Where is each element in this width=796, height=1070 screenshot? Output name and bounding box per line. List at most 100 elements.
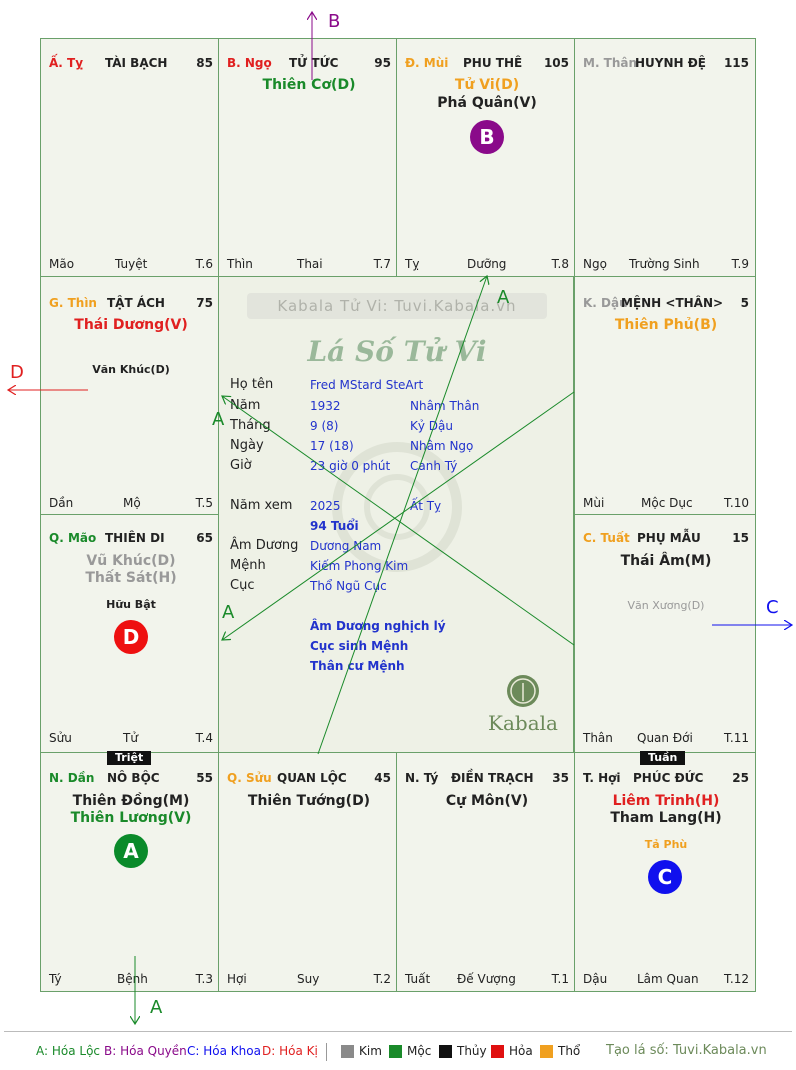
legend-hoa-ki: D: Hóa Kị [262,1044,318,1058]
main-star-1: Tử Vi(D) [454,77,520,93]
bottom-left: Ngọ [583,257,607,271]
hoa-swatch [491,1045,504,1058]
legend-tho-label: Thổ [558,1044,581,1058]
palace-name: TÀI BẠCH [105,56,168,70]
main-star-2: Phá Quân(V) [437,95,537,111]
bottom-center: Bệnh [117,972,148,986]
bottom-left: Thân [583,731,613,745]
thuy-swatch [439,1045,452,1058]
kabala-logo-icon [507,675,539,707]
legend-kim: Kim [341,1040,382,1062]
bottom-right: T.7 [373,257,391,271]
palace-number: 25 [732,771,749,785]
cell-thin: G. Thìn TẬT ÁCH 75 Thái Dương(V) Văn Khú… [40,276,220,516]
label-menh: Mệnh [230,558,266,573]
palace-number: 55 [196,771,213,785]
cell-suu: Q. Sửu QUAN LỘC 45 Thiên Tướng(D) Hợi Su… [218,752,398,992]
palace-number: 85 [196,56,213,70]
legend-divider [4,1031,792,1032]
palace-number: 75 [196,296,213,310]
palace-name: NÔ BỘC [107,771,160,785]
label-cuc: Cục [230,578,255,593]
bottom-center: Trường Sinh [629,257,700,271]
palace-name: PHU THÊ [463,56,523,70]
palace-name: THIÊN DI [105,531,165,545]
label-name: Họ tên [230,377,274,392]
bottom-right: T.3 [195,972,213,986]
branch-label: C. Tuất [583,531,630,545]
bottom-left: Dậu [583,972,608,986]
minor-star: Văn Xương(D) [627,599,705,612]
arrow-C-label: C [766,597,779,618]
note-1: Âm Dương nghịch lý [310,619,446,633]
branch-label: M. Thân [583,56,638,70]
bottom-right: T.10 [724,496,749,510]
main-star-1: Thiên Đồng(M) [72,793,190,809]
main-star: Thiên Phủ(B) [614,317,718,333]
arrow-A-label-2: A [212,409,225,430]
main-star: Thái Dương(V) [74,317,188,333]
legend-hoa: Hỏa [491,1040,533,1062]
value-hour: 23 giờ 0 phút [310,459,391,473]
branch-label: Ấ. Tỵ [49,56,84,70]
bottom-center: Suy [297,972,320,986]
legend-moc-label: Mộc [407,1044,432,1058]
branch-label: N. Tý [405,771,439,785]
bottom-right: T.8 [551,257,569,271]
palace-name: QUAN LỘC [277,771,347,785]
bottom-center: Mộ [123,496,141,510]
palace-number: 45 [374,771,391,785]
cell-mui: Đ. Mùi PHU THÊ 105 Tử Vi(D) Phá Quân(V) … [396,38,576,278]
cell-ngo: B. Ngọ TỬ TỨC 95 Thiên Cơ(D) Thìn Thai T… [218,38,398,278]
value-view-year: 2025 [310,499,341,513]
note-2: Cục sinh Mệnh [310,639,409,653]
center-title: Lá Số Tử Vi [307,335,487,368]
bottom-left: Mùi [583,496,605,510]
value-month-can: Kỷ Dậu [410,419,453,433]
bottom-left: Thìn [227,257,253,271]
palace-number: 5 [740,296,749,310]
center-panel: Kabala Tử Vi: Tuvi.Kabala.vn Lá Số Tử Vi… [218,276,574,753]
palace-number: 65 [196,531,213,545]
main-star-2: Thiên Lương(V) [70,810,192,826]
transform-badge-D: D [114,620,148,654]
transform-badge-A: A [114,834,148,868]
label-day: Ngày [230,438,264,453]
palace-name: MỆNH <THÂN> [621,296,724,310]
minor-star: Tả Phù [644,838,688,851]
branch-label: G. Thìn [49,296,97,310]
cell-ty: Ấ. Tỵ TÀI BẠCH 85 Mão Tuyệt T.6 [40,38,220,278]
bottom-center: Thai [297,257,323,271]
legend-hoa-label: Hỏa [509,1044,533,1058]
bottom-right: T.2 [373,972,391,986]
bottom-center: Đế Vượng [457,972,516,986]
value-view-can: Ất Tỵ [410,499,442,513]
kim-swatch [341,1045,354,1058]
value-day-can: Nhâm Ngọ [410,439,474,453]
legend-thuy-label: Thủy [457,1044,487,1058]
legend-hoa-loc: A: Hóa Lộc [36,1044,101,1058]
palace-number: 95 [374,56,391,70]
bottom-left: Dần [49,496,74,510]
value-hour-can: Canh Tý [410,459,458,473]
palace-name: PHÚC ĐỨC [633,771,704,785]
bottom-right: T.9 [731,257,749,271]
legend-site: Tạo lá số: Tuvi.Kabala.vn [606,1043,767,1058]
palace-number: 35 [552,771,569,785]
bottom-center: Mộc Dục [641,496,693,510]
branch-label: Đ. Mùi [405,56,449,70]
value-name: Fred MStard SteArt [310,378,424,392]
label-year: Năm [230,398,261,413]
value-cuc: Thổ Ngũ Cục [310,579,387,593]
label-hour: Giờ [230,458,252,473]
legend-hoa-khoa: C: Hóa Khoa [187,1044,261,1058]
legend-thuy: Thủy [439,1040,487,1062]
main-star-1: Liêm Trinh(H) [612,793,720,809]
minor-star: Hữu Bật [106,598,156,611]
palace-name: HUYNH ĐỆ [635,56,706,70]
tuan-tag: Tuần [640,751,686,765]
arrow-A-label-3: A [222,602,235,623]
bottom-left: Hợi [227,972,247,986]
cell-than: M. Thân HUYNH ĐỆ 115 Ngọ Trường Sinh T.9 [574,38,756,278]
